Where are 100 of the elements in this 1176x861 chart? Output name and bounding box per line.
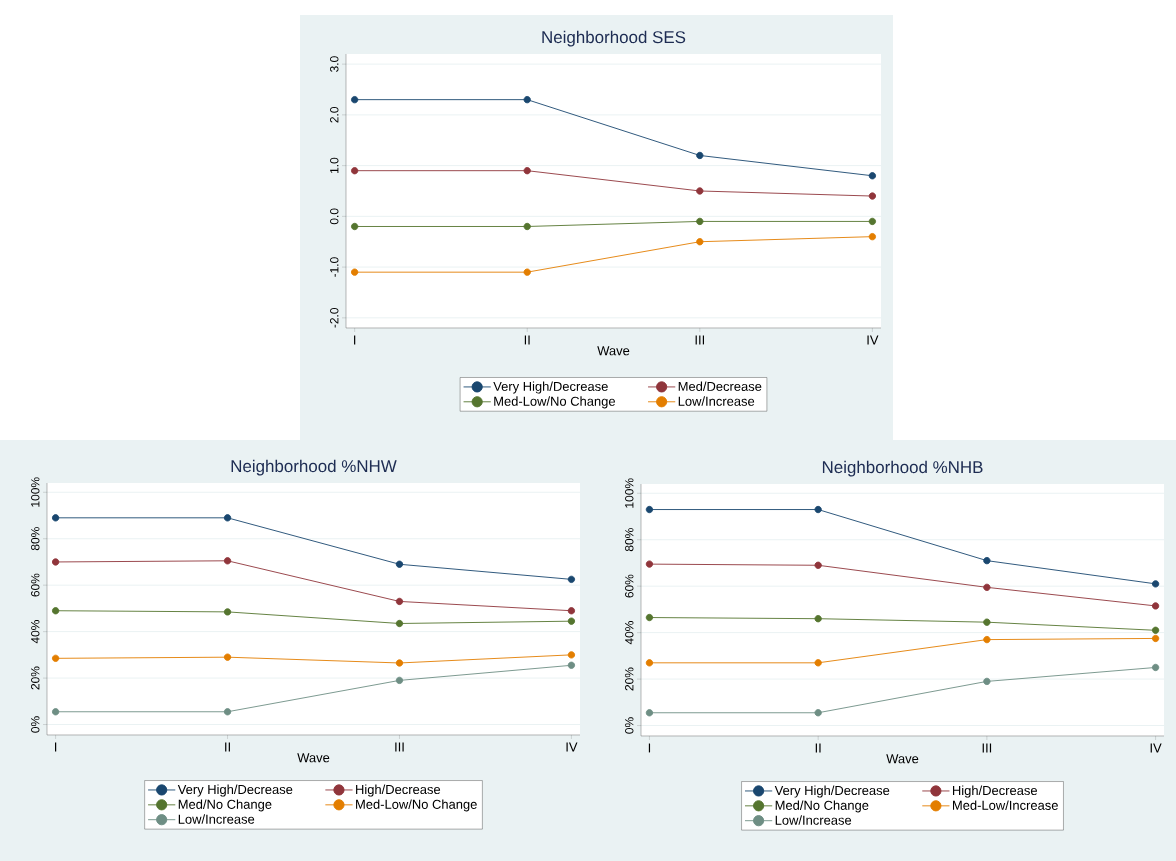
point [696, 238, 704, 246]
point [567, 617, 576, 625]
chart-title: Neighborhood SES [542, 30, 686, 47]
point [645, 560, 654, 568]
point [523, 167, 531, 175]
x-tick-label: I [648, 743, 651, 753]
point [868, 172, 877, 180]
y-tick-label: -1.0 [330, 257, 339, 277]
x-tick-label: II [815, 743, 821, 753]
x-tick-label: III [695, 335, 705, 345]
point [645, 505, 654, 514]
point [814, 709, 822, 717]
point [51, 558, 60, 566]
point [814, 615, 822, 623]
point [814, 561, 822, 569]
point [868, 192, 877, 200]
x-tick-label: II [225, 742, 230, 752]
y-tick-label: -2.0 [330, 308, 339, 328]
point [983, 635, 991, 644]
legend-label: Med/No Change [178, 799, 272, 812]
chart-title: Neighborhood %NHW [231, 459, 397, 476]
point [814, 505, 822, 514]
point [1151, 580, 1160, 588]
y-tick-label: 100% [625, 478, 634, 508]
point [223, 608, 232, 616]
point [696, 217, 704, 226]
chart-title: Neighborhood %NHB [822, 460, 983, 477]
x-tick-label: I [55, 742, 57, 752]
point [868, 217, 877, 226]
x-tick-label: I [354, 335, 356, 345]
legend-label: Very High/Decrease [493, 381, 608, 394]
y-tick-label: 40% [625, 621, 634, 645]
point [51, 708, 60, 716]
point [523, 268, 531, 276]
y-tick-label: 2.0 [330, 107, 339, 123]
point [1151, 602, 1160, 610]
point [1151, 626, 1160, 634]
point [395, 560, 404, 568]
point [645, 659, 654, 667]
point [567, 575, 576, 584]
x-tick-label: IV [1150, 743, 1162, 753]
y-tick-label: 60% [625, 574, 634, 598]
point [567, 607, 576, 615]
point [696, 151, 704, 160]
point [395, 597, 404, 606]
point [350, 268, 359, 276]
point [1151, 634, 1160, 643]
y-tick-label: 80% [625, 528, 634, 552]
point [51, 607, 60, 615]
point [395, 619, 404, 628]
legend-label: Med-Low/No Change [356, 799, 477, 812]
y-tick-label: 0% [31, 716, 40, 733]
point [523, 96, 531, 104]
y-tick-label: 100% [31, 477, 40, 507]
x-axis-title: Wave [297, 753, 330, 763]
point [395, 659, 404, 667]
point [983, 556, 991, 565]
legend-label: Med/No Change [775, 800, 869, 813]
x-tick-label: IV [867, 335, 879, 345]
y-tick-label: 3.0 [330, 56, 339, 72]
legend-label: High/Decrease [356, 784, 441, 797]
legend-label: Very High/Decrease [177, 784, 293, 797]
x-tick-label: III [982, 743, 992, 753]
point [983, 583, 991, 591]
legend-label: Med/Decrease [678, 381, 762, 391]
point [868, 233, 877, 241]
point [567, 661, 576, 669]
point [51, 514, 60, 522]
point [983, 677, 991, 686]
point [350, 167, 359, 175]
point [983, 618, 991, 626]
legend-label: Very High/Decrease [774, 785, 890, 798]
y-tick-label: 60% [31, 573, 40, 597]
point [523, 222, 531, 231]
point [350, 222, 359, 231]
legend-label: Med-Low/Increase [953, 800, 1058, 810]
point [350, 96, 359, 104]
point [814, 659, 822, 667]
y-tick-label: 40% [31, 620, 40, 644]
x-tick-label: IV [566, 742, 578, 752]
point [223, 514, 232, 522]
x-axis-title: Wave [597, 346, 630, 356]
point [223, 708, 232, 716]
legend-label: High/Decrease [953, 785, 1038, 798]
legend-label: Low/Increase [178, 814, 255, 824]
legend-label: Med-Low/No Change [494, 396, 615, 409]
legend-label: Low/Increase [775, 815, 852, 825]
point [567, 651, 576, 659]
point [1151, 663, 1160, 672]
y-tick-label: 1.0 [330, 157, 339, 174]
point [645, 613, 654, 622]
y-tick-label: 20% [625, 667, 634, 691]
legend-label: Low/Increase [678, 396, 755, 406]
point [696, 187, 704, 195]
point [395, 676, 404, 685]
x-axis-title: Wave [886, 754, 919, 764]
point [51, 654, 60, 662]
point [223, 557, 232, 565]
x-tick-label: III [395, 742, 404, 752]
y-tick-label: 0% [625, 717, 634, 734]
